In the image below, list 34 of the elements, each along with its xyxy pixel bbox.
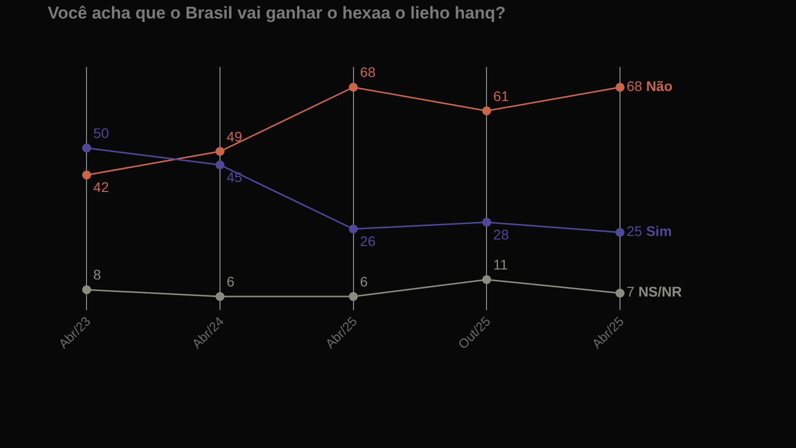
point bbox=[482, 275, 492, 284]
point bbox=[82, 285, 92, 294]
point bbox=[348, 292, 358, 301]
point bbox=[482, 218, 492, 227]
data-label: 7 bbox=[626, 284, 634, 300]
point bbox=[82, 144, 92, 152]
point bbox=[348, 82, 358, 92]
data-label: 26 bbox=[360, 233, 376, 250]
data-label: 45 bbox=[226, 169, 242, 186]
data-label: 25 bbox=[626, 222, 642, 239]
point bbox=[482, 106, 492, 116]
data-label: 8 bbox=[93, 266, 102, 283]
series-label: Sim bbox=[646, 222, 672, 239]
point bbox=[616, 82, 624, 92]
data-label: 28 bbox=[493, 226, 510, 242]
data-label: 11 bbox=[493, 256, 508, 273]
data-label: 42 bbox=[93, 179, 110, 196]
data-label: 49 bbox=[226, 128, 242, 144]
series-label: NS/NR bbox=[638, 284, 682, 300]
data-label: 68 bbox=[360, 64, 376, 80]
data-label: 6 bbox=[360, 273, 368, 290]
point bbox=[216, 160, 224, 170]
data-label: 68 bbox=[626, 78, 642, 94]
chart-title: Você acha que o Brasil vai ganhar o hexaa o lieho hanq? bbox=[48, 4, 506, 23]
point bbox=[616, 288, 624, 298]
point bbox=[616, 228, 624, 237]
data-label: 6 bbox=[226, 273, 235, 290]
point bbox=[216, 292, 224, 301]
series-label: Não bbox=[646, 78, 673, 94]
data-label: 50 bbox=[93, 124, 110, 141]
point bbox=[216, 146, 224, 156]
point bbox=[348, 224, 358, 234]
point bbox=[82, 170, 92, 180]
data-label: 61 bbox=[493, 88, 510, 104]
